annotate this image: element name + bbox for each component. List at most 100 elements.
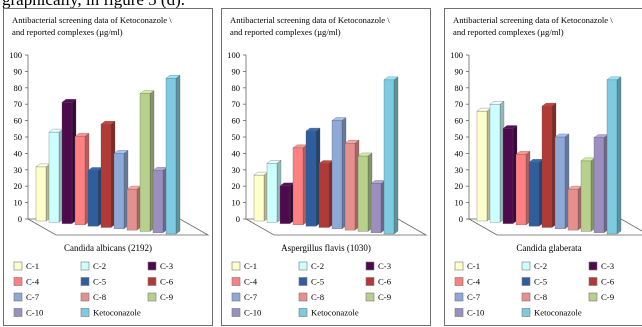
bar-front bbox=[152, 170, 164, 233]
x-axis-label: Candida albicans (2192) bbox=[64, 243, 152, 253]
y-tick-label: 60 bbox=[232, 116, 241, 126]
bar-top bbox=[489, 101, 505, 105]
legend-swatch-c-9 bbox=[588, 292, 598, 302]
bar-top bbox=[61, 99, 77, 103]
x-axis-label: Aspergillus flavis (1030) bbox=[281, 243, 371, 253]
legend-swatch-c-6 bbox=[365, 277, 375, 286]
bar-c-4 bbox=[515, 151, 531, 226]
y-tick-label: 70 bbox=[455, 99, 464, 109]
legend-swatch-c-10 bbox=[13, 308, 23, 317]
bar-front bbox=[357, 155, 369, 232]
bar-side bbox=[175, 74, 181, 235]
y-tick-label: 50 bbox=[455, 132, 464, 142]
bar-top bbox=[113, 150, 129, 154]
y-tick-label: 0 bbox=[459, 214, 463, 224]
legend-swatch-c-7 bbox=[13, 292, 23, 302]
legend-swatch-ketoconazole bbox=[521, 308, 531, 317]
y-tick-label: 60 bbox=[14, 116, 23, 126]
bar-front bbox=[383, 79, 395, 235]
bar-front bbox=[292, 147, 304, 226]
legend-label-c-7: C-7 bbox=[244, 292, 258, 302]
y-tick-label: 10 bbox=[455, 198, 464, 208]
bar-front bbox=[279, 185, 291, 224]
legend-swatch-c-4 bbox=[454, 277, 464, 286]
y-tick-label: 0 bbox=[236, 214, 240, 224]
legend-swatch-ketoconazole bbox=[80, 308, 90, 317]
bar-c-9 bbox=[139, 90, 155, 232]
bar-c-8 bbox=[567, 185, 583, 231]
bar-front bbox=[48, 131, 60, 223]
y-tick-label: 40 bbox=[14, 148, 23, 158]
legend-swatch-c-6 bbox=[588, 277, 598, 286]
legend-label-c-3: C-3 bbox=[378, 261, 391, 271]
legend-label-c-9: C-9 bbox=[601, 292, 614, 302]
legend-swatch-c-4 bbox=[231, 277, 241, 286]
chart-title-line: Antibacterial screening data of Ketocona… bbox=[12, 15, 172, 25]
y-tick-label: 0 bbox=[18, 214, 22, 224]
bar-ketoconazole bbox=[606, 76, 622, 235]
bar-top bbox=[502, 125, 518, 129]
legend-swatch-c-1 bbox=[454, 261, 464, 271]
y-tick-label: 100 bbox=[9, 50, 22, 60]
bar-top bbox=[515, 151, 531, 155]
y-tick-label: 70 bbox=[232, 99, 241, 109]
x-axis-label: Candida glaberata bbox=[516, 243, 581, 253]
legend-swatch-c-5 bbox=[298, 277, 308, 286]
legend-label-ketoconazole: Ketoconazole bbox=[311, 308, 359, 318]
y-tick-label: 100 bbox=[450, 50, 463, 60]
legend-label-c-1: C-1 bbox=[467, 261, 480, 271]
bar-c-5 bbox=[305, 127, 321, 227]
bar-c-2 bbox=[48, 128, 64, 223]
legend-label-ketoconazole: Ketoconazole bbox=[534, 308, 582, 318]
bar-top bbox=[344, 140, 360, 144]
legend-label-c-5: C-5 bbox=[534, 277, 547, 287]
bar-c-7 bbox=[554, 133, 570, 230]
legend-swatch-c-7 bbox=[454, 292, 464, 302]
legend-label-c-9: C-9 bbox=[160, 292, 173, 302]
bar-side bbox=[616, 76, 622, 235]
y-tick-label: 100 bbox=[227, 50, 240, 60]
bar-front bbox=[515, 154, 527, 226]
bar-front bbox=[476, 110, 488, 222]
bar-front bbox=[567, 188, 579, 231]
legend-label-c-7: C-7 bbox=[26, 292, 40, 302]
y-tick-label: 90 bbox=[455, 66, 464, 76]
legend-swatch-c-5 bbox=[80, 277, 90, 286]
bar-top bbox=[305, 127, 321, 132]
y-tick-label: 30 bbox=[455, 165, 464, 175]
chart-title-line: Antibacterial screening data of Ketocona… bbox=[453, 15, 613, 25]
legend-label-c-6: C-6 bbox=[160, 277, 174, 287]
bar-front bbox=[126, 188, 138, 231]
legend-label-c-2: C-2 bbox=[534, 261, 547, 271]
y-tick-label: 40 bbox=[455, 148, 464, 158]
bar-c-7 bbox=[331, 117, 347, 230]
legend-swatch-c-6 bbox=[147, 277, 157, 286]
bar-top bbox=[266, 160, 282, 164]
bar-front bbox=[35, 166, 47, 222]
legend-swatch-c-2 bbox=[521, 261, 531, 271]
bar-c-6 bbox=[541, 102, 557, 228]
legend-swatch-c-8 bbox=[80, 292, 90, 302]
chart-panel-candida-glaberata: Antibacterial screening data of Ketocona… bbox=[444, 8, 642, 326]
bar-top bbox=[554, 133, 570, 138]
chart-title-line: and reported complexes (µg/ml) bbox=[12, 27, 123, 37]
y-tick-label: 80 bbox=[455, 83, 464, 93]
legend-swatch-c-3 bbox=[588, 261, 598, 271]
bar-c-10 bbox=[370, 180, 386, 233]
bar-front bbox=[541, 105, 553, 228]
legend-swatch-c-3 bbox=[365, 261, 375, 271]
bar-c-2 bbox=[489, 100, 505, 223]
bar-c-3 bbox=[279, 182, 295, 224]
bar-c-1 bbox=[253, 171, 269, 222]
bar-c-4 bbox=[74, 133, 90, 226]
bar-c-1 bbox=[476, 107, 492, 222]
y-tick-label: 10 bbox=[232, 198, 241, 208]
legend-label-c-10: C-10 bbox=[26, 308, 44, 318]
bar-front bbox=[113, 153, 125, 229]
legend-swatch-c-7 bbox=[231, 292, 241, 302]
chart-title-line: and reported complexes (µg/ml) bbox=[230, 27, 341, 37]
bar-c-4 bbox=[292, 144, 308, 226]
bar-front bbox=[580, 160, 592, 232]
bar-top bbox=[165, 75, 181, 79]
legend-swatch-c-9 bbox=[147, 292, 157, 302]
